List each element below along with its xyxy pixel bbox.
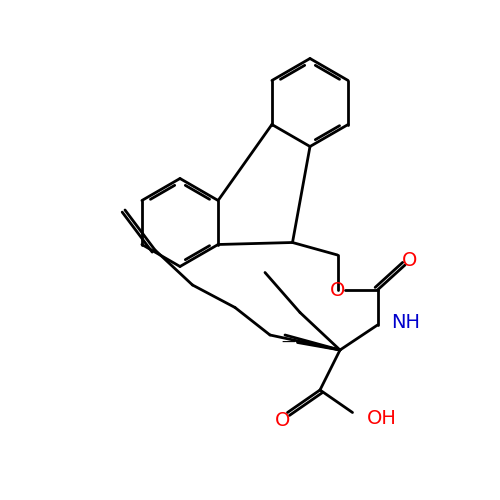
Text: NH: NH bbox=[392, 313, 420, 332]
Text: O: O bbox=[275, 410, 290, 430]
Text: O: O bbox=[330, 280, 345, 299]
Text: O: O bbox=[402, 250, 417, 270]
Text: —: — bbox=[281, 336, 295, 349]
Text: OH: OH bbox=[366, 409, 396, 428]
